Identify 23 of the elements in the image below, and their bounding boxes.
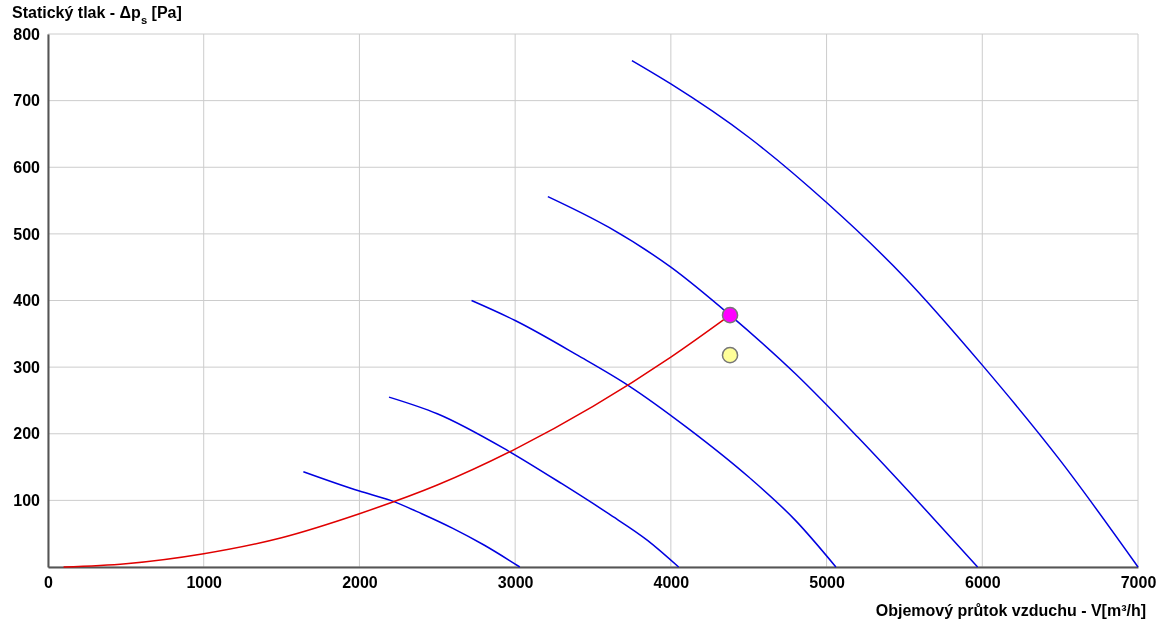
x-tick-label: 7000: [1120, 574, 1157, 592]
y-tick-label: 600: [13, 158, 41, 176]
x-tick-label: 0: [44, 574, 54, 592]
line-series: [388, 396, 680, 568]
y-tick-label: 300: [13, 358, 41, 376]
y-tick-label: 200: [13, 425, 41, 443]
x-tick-label: 1000: [186, 574, 223, 592]
x-tick-label: 3000: [497, 574, 534, 592]
y-tick-label: 800: [13, 25, 41, 43]
line-series: [302, 470, 521, 568]
x-tick-label: 5000: [809, 574, 845, 592]
x-axis-title: Objemový průtok vzduchu - V[m³/h]: [875, 602, 1146, 619]
y-tick-label: 500: [13, 225, 41, 243]
x-tick-label: 6000: [964, 574, 1001, 592]
y-tick-label: 400: [13, 292, 41, 310]
line-series: [631, 59, 1139, 568]
line-series: [470, 299, 837, 568]
y-axis-title: Statický tlak - Δp$_{s}$ [Pa]: [12, 4, 182, 26]
line-series: [547, 195, 979, 568]
y-tick-label: 700: [13, 92, 41, 110]
y-tick-label: 100: [13, 491, 41, 509]
x-tick-label: 2000: [342, 574, 378, 592]
x-tick-label: 4000: [653, 574, 690, 592]
